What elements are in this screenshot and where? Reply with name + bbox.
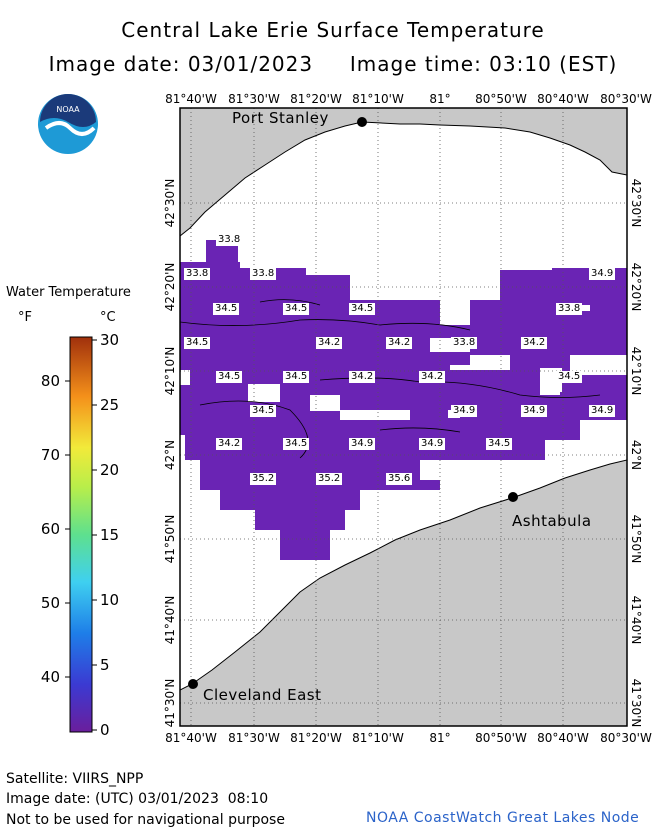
satellite-label: Satellite: VIIRS_NPP bbox=[6, 771, 144, 787]
temperature-value-label: 33.8 bbox=[250, 268, 277, 280]
temperature-value-label: 34.5 bbox=[349, 303, 376, 315]
lon-label: 81°40'W bbox=[165, 731, 217, 745]
map-frame bbox=[179, 107, 628, 727]
lat-label: 42°30'N bbox=[163, 178, 177, 228]
lon-label: 81°10'W bbox=[352, 92, 404, 106]
legend-title: Water Temperature bbox=[6, 285, 131, 300]
utc-date-label: Image date: (UTC) 03/01/2023 08:10 bbox=[6, 791, 269, 807]
port-stanley-marker bbox=[357, 117, 367, 127]
temperature-value-label: 33.8 bbox=[184, 268, 211, 280]
image-time: Image time: 03:10 (EST) bbox=[349, 52, 618, 76]
temperature-value-label: 34.5 bbox=[283, 303, 310, 315]
lon-label: 81° bbox=[429, 731, 451, 745]
f-tick: 70 bbox=[40, 446, 60, 464]
temperature-value-label: 34.5 bbox=[216, 371, 243, 383]
graticule bbox=[180, 108, 627, 726]
temperature-value-label: 34.9 bbox=[349, 438, 376, 450]
f-tick: 40 bbox=[40, 668, 60, 686]
lon-label: 81°30'W bbox=[228, 731, 280, 745]
temperature-value-label: 34.2 bbox=[386, 337, 413, 349]
c-tick: 30 bbox=[100, 331, 120, 349]
temperature-value-label: 33.8 bbox=[556, 303, 583, 315]
color-scale-bar bbox=[69, 336, 93, 733]
temperature-value-label: 34.5 bbox=[283, 371, 310, 383]
place-port-stanley: Port Stanley bbox=[232, 109, 329, 127]
c-tick: 5 bbox=[100, 656, 110, 674]
fahrenheit-unit: °F bbox=[18, 310, 32, 325]
temperature-value-label: 34.9 bbox=[589, 405, 616, 417]
c-tick: 20 bbox=[100, 461, 120, 479]
c-tick: 25 bbox=[100, 396, 120, 414]
place-cleveland-east: Cleveland East bbox=[203, 686, 322, 704]
temperature-value-label: 35.2 bbox=[250, 473, 277, 485]
temperature-value-label: 34.2 bbox=[521, 337, 548, 349]
image-date-time: Image date: 03/01/2023 Image time: 03:10… bbox=[0, 52, 666, 76]
temperature-value-label: 35.6 bbox=[386, 473, 413, 485]
temperature-value-label: 33.8 bbox=[216, 234, 243, 246]
f-tick: 80 bbox=[40, 372, 60, 390]
lon-label: 80°50'W bbox=[475, 731, 527, 745]
lon-label: 80°50'W bbox=[475, 92, 527, 106]
lat-label: 41°40'N bbox=[629, 595, 643, 645]
temperature-value-label: 34.9 bbox=[451, 405, 478, 417]
lat-label: 42°30'N bbox=[629, 178, 643, 228]
temperature-value-label: 34.2 bbox=[216, 438, 243, 450]
lat-label: 42°20'N bbox=[629, 262, 643, 312]
lat-label: 41°30'N bbox=[163, 678, 177, 728]
lat-label: 41°30'N bbox=[629, 678, 643, 728]
temperature-value-label: 34.9 bbox=[419, 438, 446, 450]
f-tick: 50 bbox=[40, 594, 60, 612]
lon-label: 81°10'W bbox=[352, 731, 404, 745]
lon-label: 81°40'W bbox=[165, 92, 217, 106]
noaa-logo-icon: NOAA bbox=[38, 94, 98, 154]
lat-label: 42°10'N bbox=[629, 346, 643, 396]
temperature-value-label: 34.2 bbox=[349, 371, 376, 383]
place-ashtabula: Ashtabula bbox=[512, 512, 592, 530]
lat-label: 41°50'N bbox=[163, 514, 177, 564]
lon-label: 81° bbox=[429, 92, 451, 106]
c-tick: 0 bbox=[100, 721, 110, 739]
lat-label: 42°N bbox=[629, 439, 643, 471]
cleveland-east-marker bbox=[188, 679, 198, 689]
map-title: Central Lake Erie Surface Temperature bbox=[121, 18, 545, 42]
temperature-value-label: 35.2 bbox=[316, 473, 343, 485]
lat-label: 41°50'N bbox=[629, 514, 643, 564]
south-shore-land bbox=[180, 459, 627, 726]
temperature-value-label: 34.5 bbox=[556, 371, 583, 383]
lon-label: 80°40'W bbox=[537, 731, 589, 745]
credit-label: NOAA CoastWatch Great Lakes Node bbox=[366, 810, 640, 826]
image-date: Image date: 03/01/2023 bbox=[48, 52, 314, 76]
temperature-value-label: 34.2 bbox=[316, 337, 343, 349]
lat-label: 42°10'N bbox=[163, 346, 177, 396]
lat-label: 41°40'N bbox=[163, 595, 177, 645]
temperature-value-label: 34.9 bbox=[589, 268, 616, 280]
temperature-value-label: 34.2 bbox=[419, 371, 446, 383]
lat-label: 42°20'N bbox=[163, 262, 177, 312]
lon-label: 80°30'W bbox=[600, 92, 652, 106]
temperature-value-label: 34.9 bbox=[521, 405, 548, 417]
svg-text:NOAA: NOAA bbox=[56, 105, 80, 114]
lon-label: 81°20'W bbox=[290, 92, 342, 106]
north-shore-land bbox=[180, 108, 627, 237]
temperature-value-label: 34.5 bbox=[184, 337, 211, 349]
lat-label: 42°N bbox=[163, 439, 177, 471]
lon-label: 81°20'W bbox=[290, 731, 342, 745]
disclaimer-label: Not to be used for navigational purpose bbox=[6, 812, 285, 828]
celsius-unit: °C bbox=[100, 310, 116, 325]
f-tick: 60 bbox=[40, 520, 60, 538]
c-tick: 10 bbox=[100, 591, 120, 609]
lon-label: 81°30'W bbox=[228, 92, 280, 106]
temperature-value-label: 34.5 bbox=[486, 438, 513, 450]
temperature-value-label: 34.5 bbox=[283, 438, 310, 450]
ashtabula-marker bbox=[508, 492, 518, 502]
temperature-value-label: 34.5 bbox=[213, 303, 240, 315]
lon-label: 80°30'W bbox=[600, 731, 652, 745]
lon-label: 80°40'W bbox=[537, 92, 589, 106]
temperature-value-label: 34.5 bbox=[250, 405, 277, 417]
c-tick: 15 bbox=[100, 526, 120, 544]
temperature-value-label: 33.8 bbox=[451, 337, 478, 349]
